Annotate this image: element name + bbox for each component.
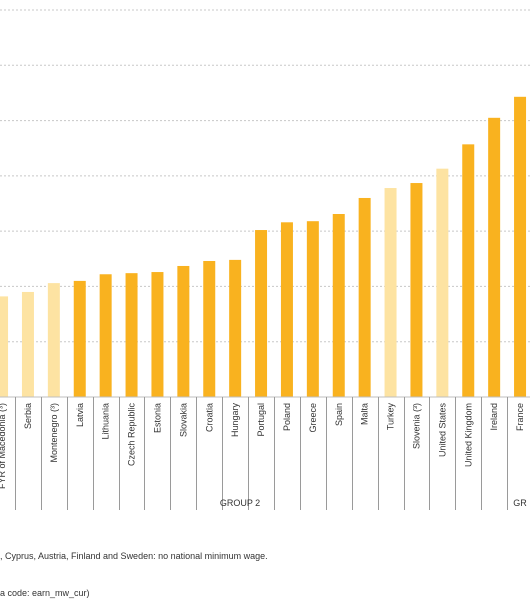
bar-united-kingdom [462,144,475,397]
category-label: France [515,403,525,431]
category-label: Estonia [152,403,162,433]
bar-montenegro [47,283,60,397]
category-label: Spain [334,403,344,426]
bar-malta [358,197,371,397]
group-brackets: GROUP 2 GR [67,397,527,510]
category-label: Lithuania [101,403,111,440]
category-label: Slovakia [178,403,188,437]
category-label: Latvia [75,403,85,427]
bar-ireland [488,117,501,398]
bar-latvia [73,280,86,397]
x-axis: FYR of Macedonia (³) Serbia Montenegro (³)… [0,396,530,510]
bars [0,96,527,398]
bar-hungary [229,259,242,397]
bar-turkey [384,188,397,397]
bar-portugal [255,230,268,397]
category-label: Montenegro (³) [49,403,59,463]
bar-lithuania [99,274,112,397]
bar-czech-republic [125,273,138,397]
bar-spain [332,214,345,397]
category-label: Malta [360,403,370,425]
footnote-no-minimum-wage: , Cyprus, Austria, Finland and Sweden: n… [0,551,268,561]
category-label: Czech Republic [127,403,137,467]
category-label: United States [437,403,447,458]
category-label: Slovenia (³) [411,403,421,449]
category-label: Serbia [23,403,33,429]
category-label: Greece [308,403,318,433]
group-label: GR [513,498,527,508]
bar-slovenia [410,183,423,397]
bar-serbia [21,291,34,397]
category-label: Portugal [256,403,266,437]
category-label: Croatia [204,403,214,432]
bar-slovakia [177,265,190,397]
bar-estonia [151,272,164,397]
category-label: FYR of Macedonia (³) [0,403,7,489]
bar-poland [280,222,293,397]
group-label: GROUP 2 [220,498,260,508]
category-label: Ireland [489,403,499,431]
category-label: United Kingdom [463,403,473,467]
source-note: a code: earn_mw_cur) [0,588,90,598]
category-label: Turkey [386,403,396,431]
bar-greece [306,221,319,397]
bar-fyr-of-macedonia [0,296,9,397]
category-label: Poland [282,403,292,431]
bar-croatia [203,260,216,397]
bar-united-states [436,168,449,397]
bar-france [514,96,527,397]
category-label: Hungary [230,403,240,438]
